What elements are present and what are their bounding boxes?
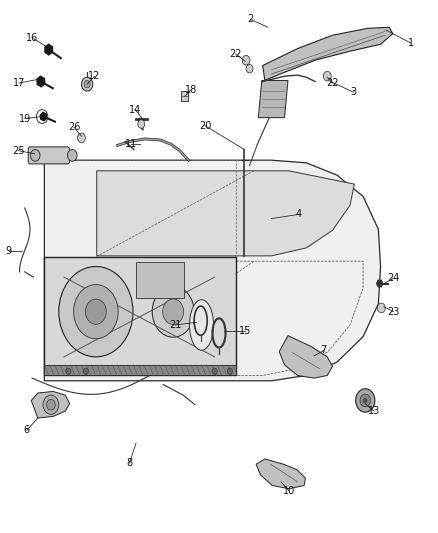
Circle shape xyxy=(162,299,184,325)
Polygon shape xyxy=(44,160,381,381)
Text: 18: 18 xyxy=(184,85,197,95)
Circle shape xyxy=(378,303,385,313)
Circle shape xyxy=(84,80,90,88)
Bar xyxy=(136,262,184,298)
Polygon shape xyxy=(279,336,332,378)
Circle shape xyxy=(83,368,88,374)
Text: 7: 7 xyxy=(321,345,327,356)
Polygon shape xyxy=(97,171,354,256)
Text: 13: 13 xyxy=(368,406,380,416)
Polygon shape xyxy=(377,280,383,287)
Text: 23: 23 xyxy=(388,306,400,317)
Text: 21: 21 xyxy=(169,320,181,330)
Text: 17: 17 xyxy=(13,78,25,88)
FancyBboxPatch shape xyxy=(28,147,70,164)
Text: 22: 22 xyxy=(230,49,242,59)
Polygon shape xyxy=(263,27,393,80)
Text: 15: 15 xyxy=(239,326,251,336)
Text: 14: 14 xyxy=(129,104,141,115)
Text: 16: 16 xyxy=(26,33,38,43)
Circle shape xyxy=(43,395,59,414)
Circle shape xyxy=(227,368,233,374)
Text: 20: 20 xyxy=(199,120,211,131)
Text: 25: 25 xyxy=(12,146,25,156)
Circle shape xyxy=(59,266,133,357)
Polygon shape xyxy=(31,391,70,418)
Circle shape xyxy=(74,285,118,339)
Circle shape xyxy=(323,71,331,81)
Circle shape xyxy=(81,77,93,91)
Circle shape xyxy=(356,389,375,412)
Polygon shape xyxy=(256,459,305,489)
Circle shape xyxy=(152,286,194,337)
Polygon shape xyxy=(258,80,288,118)
Text: 24: 24 xyxy=(388,273,400,283)
Circle shape xyxy=(364,398,367,402)
Text: 19: 19 xyxy=(18,114,31,124)
Text: 1: 1 xyxy=(408,38,414,48)
Text: 2: 2 xyxy=(247,14,254,25)
Polygon shape xyxy=(40,112,47,121)
Circle shape xyxy=(30,150,40,161)
Text: 11: 11 xyxy=(125,139,137,149)
Text: 3: 3 xyxy=(350,87,357,97)
Circle shape xyxy=(85,299,106,325)
Circle shape xyxy=(138,120,145,128)
Text: 4: 4 xyxy=(295,209,301,220)
Polygon shape xyxy=(44,257,237,375)
Polygon shape xyxy=(37,76,45,87)
Text: 8: 8 xyxy=(127,458,133,468)
Circle shape xyxy=(242,55,250,65)
Circle shape xyxy=(212,368,217,374)
Bar xyxy=(180,91,188,101)
Text: 6: 6 xyxy=(24,425,30,435)
Ellipse shape xyxy=(190,300,214,350)
Text: 22: 22 xyxy=(326,78,339,88)
Text: 12: 12 xyxy=(88,71,101,81)
Text: 10: 10 xyxy=(283,486,295,496)
Polygon shape xyxy=(45,44,53,55)
Circle shape xyxy=(360,394,371,407)
Circle shape xyxy=(246,64,253,73)
Text: 26: 26 xyxy=(68,122,80,132)
Circle shape xyxy=(78,133,85,143)
Circle shape xyxy=(46,399,55,410)
Polygon shape xyxy=(44,365,237,375)
Circle shape xyxy=(66,368,71,374)
Text: 9: 9 xyxy=(6,246,12,255)
Circle shape xyxy=(67,150,77,161)
